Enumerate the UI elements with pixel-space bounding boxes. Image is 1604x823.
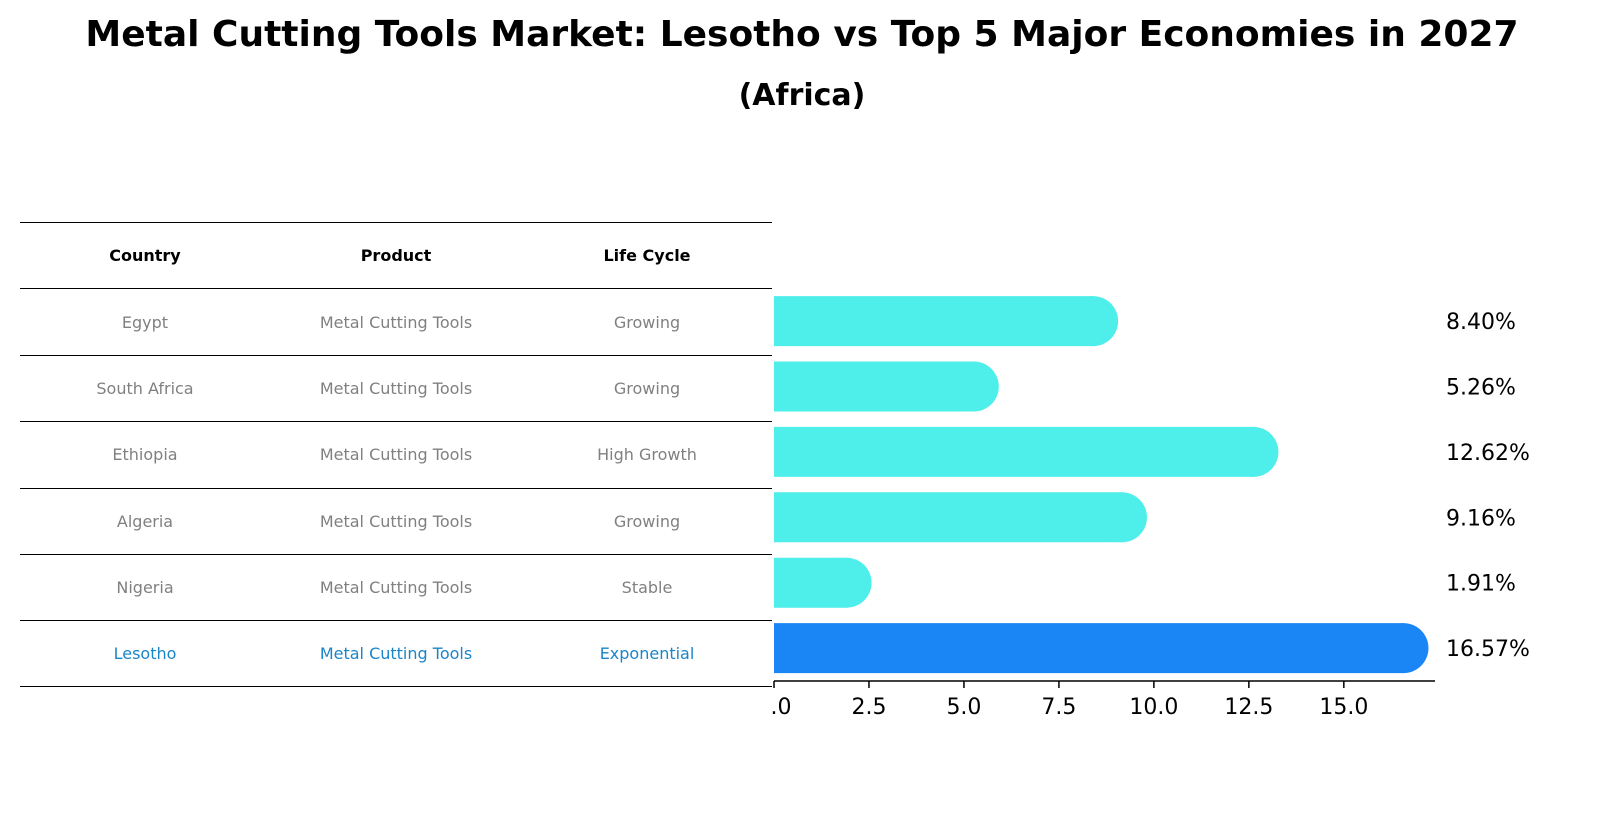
cell-life-cycle: Growing <box>613 511 681 531</box>
x-tick-label: 15.0 <box>1319 695 1368 720</box>
x-tick-label: 2.5 <box>851 695 886 720</box>
chart-title: Metal Cutting Tools Market: Lesotho vs T… <box>85 14 1519 55</box>
cell-life-cycle: Growing <box>613 378 681 398</box>
cell-country: Egypt <box>121 312 169 332</box>
value-label: 16.57% <box>1446 637 1530 662</box>
bar-highlight <box>774 623 1404 674</box>
cell-country: Lesotho <box>113 644 177 664</box>
value-label: 8.40% <box>1446 310 1516 335</box>
cell-country: South Africa <box>96 378 194 398</box>
bar <box>774 492 1122 543</box>
value-label: 1.91% <box>1446 572 1516 597</box>
cell-product: Metal Cutting Tools <box>319 578 473 598</box>
bar <box>774 296 1094 347</box>
table-row-highlight: Lesotho Metal Cutting Tools Exponential <box>20 620 772 687</box>
table-row: Algeria Metal Cutting Tools Growing <box>20 487 772 554</box>
cell-country: Ethiopia <box>112 445 178 465</box>
value-label: 12.62% <box>1446 441 1530 466</box>
cell-product: Metal Cutting Tools <box>319 312 473 332</box>
value-label: 9.16% <box>1446 506 1516 531</box>
x-tick-label: 10.0 <box>1129 695 1178 720</box>
cell-life-cycle: Exponential <box>599 644 695 664</box>
cell-life-cycle: Stable <box>621 578 673 598</box>
bar-cap <box>1068 296 1119 347</box>
x-tick-label: 5.0 <box>946 695 981 720</box>
cell-product: Metal Cutting Tools <box>319 511 473 531</box>
data-table: Country Product Life Cycle Egypt Metal C… <box>20 222 772 687</box>
cell-country: Algeria <box>116 511 174 531</box>
x-tick-label: 7.5 <box>1041 695 1076 720</box>
x-tick-label: 12.5 <box>1224 695 1273 720</box>
bar-cap <box>821 557 872 608</box>
bar-cap <box>1096 492 1147 543</box>
header-product: Product <box>360 246 432 266</box>
value-label: 5.26% <box>1446 376 1516 401</box>
table-row: Ethiopia Metal Cutting Tools High Growth <box>20 421 772 487</box>
chart-subtitle: (Africa) <box>738 78 866 113</box>
bar-chart: 8.40% 5.26% 12.62% 9.16% 1.91% 16.57% 0.0 2.5 5.… <box>770 296 1530 720</box>
table-row: Egypt Metal Cutting Tools Growing <box>20 288 772 354</box>
table-row: Nigeria Metal Cutting Tools Stable <box>20 553 772 620</box>
cell-product: Metal Cutting Tools <box>319 445 473 465</box>
bar-cap <box>948 361 999 412</box>
cell-life-cycle: High Growth <box>597 445 697 465</box>
bar-cap <box>1228 426 1279 477</box>
x-tick-label: 0.0 <box>770 695 792 720</box>
cell-country: Nigeria <box>116 578 174 598</box>
table-header-row: Country Product Life Cycle <box>20 222 772 288</box>
bar <box>774 361 974 412</box>
cell-product: Metal Cutting Tools <box>319 644 473 664</box>
cell-product: Metal Cutting Tools <box>319 378 473 398</box>
bar-cap-highlight <box>1378 623 1429 674</box>
table-row: South Africa Metal Cutting Tools Growing <box>20 354 772 421</box>
header-country: Country <box>109 246 181 266</box>
bar <box>774 426 1254 477</box>
cell-life-cycle: Growing <box>613 312 681 332</box>
header-life-cycle: Life Cycle <box>603 246 691 266</box>
